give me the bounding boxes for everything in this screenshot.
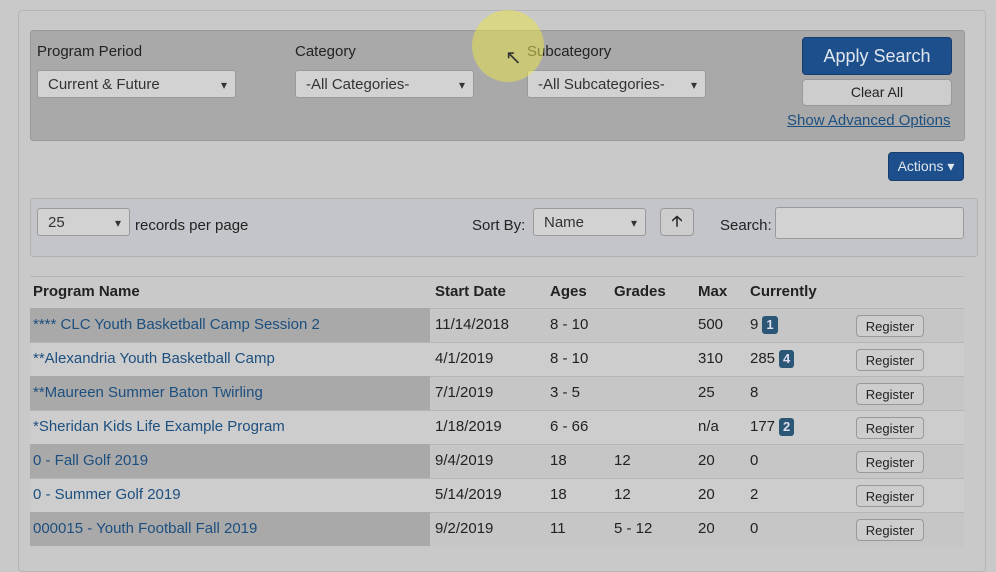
label: Subcategory — [527, 43, 612, 60]
register-button[interactable]: Register — [856, 451, 924, 473]
program-link[interactable]: **** CLC Youth Basketball Camp Session 2 — [33, 316, 320, 333]
label: Sort By: — [472, 217, 526, 234]
program-link[interactable]: **Maureen Summer Baton Twirling — [33, 384, 263, 401]
column-header: Ages — [550, 283, 587, 300]
cell: 177 2 — [750, 410, 795, 444]
cell: 500 — [698, 316, 724, 333]
register-button[interactable]: Register — [856, 519, 924, 541]
row-bg — [30, 478, 964, 513]
name-cell-bg — [30, 444, 430, 478]
cell: 285 4 — [750, 342, 795, 376]
cell: 4/1/2019 — [435, 350, 494, 367]
cell: 9/4/2019 — [435, 452, 494, 469]
program-link[interactable]: **Alexandria Youth Basketball Camp — [33, 350, 275, 367]
sort-direction-button[interactable]: 🡡 — [660, 208, 694, 236]
column-header: Currently — [750, 283, 817, 300]
badge: 4 — [779, 350, 795, 368]
clear-button[interactable]: Clear All — [802, 79, 952, 106]
register-button[interactable]: Register — [856, 349, 924, 371]
cell: 7/1/2019 — [435, 384, 494, 401]
cell: 25 — [698, 384, 715, 401]
cell: 20 — [698, 486, 715, 503]
label: Category — [295, 43, 356, 60]
program-link[interactable]: 000015 - Youth Football Fall 2019 — [33, 520, 258, 537]
cell: 1/18/2019 — [435, 418, 502, 435]
cell: 0 — [750, 452, 759, 469]
column-header: Max — [698, 283, 728, 300]
cell: 6 - 66 — [550, 418, 589, 435]
cell: 20 — [698, 520, 715, 537]
column-header: Start Date — [435, 283, 506, 300]
cell: 0 — [750, 520, 759, 537]
cell: 11/14/2018 — [435, 316, 509, 333]
apply-button[interactable]: Apply Search — [802, 37, 952, 75]
cell: 8 - 10 — [550, 316, 589, 333]
cell: 20 — [698, 452, 715, 469]
sort-select[interactable]: Name — [533, 208, 646, 237]
register-button[interactable]: Register — [856, 485, 924, 507]
cell: 12 — [614, 486, 631, 503]
page: Program Period Current & Future Category… — [0, 0, 996, 552]
name-cell-bg — [30, 308, 430, 342]
label: records per page — [135, 217, 249, 234]
name-cell-bg — [30, 376, 430, 410]
program-link[interactable]: *Sheridan Kids Life Example Program — [33, 418, 285, 435]
search-input[interactable] — [775, 207, 964, 239]
cell: n/a — [698, 418, 719, 435]
page-size-select[interactable]: 25 — [37, 208, 130, 237]
label: Search: — [720, 217, 772, 234]
select[interactable]: Current & Future — [37, 70, 236, 99]
row-bg — [30, 410, 964, 445]
badge: 1 — [762, 316, 778, 334]
cell: 11 — [550, 520, 566, 537]
cell: 3 - 5 — [550, 384, 581, 401]
cell: 8 - 10 — [550, 350, 589, 367]
select[interactable]: -All Categories- — [295, 70, 474, 99]
register-button[interactable]: Register — [856, 315, 924, 337]
program-link[interactable]: 0 - Fall Golf 2019 — [33, 452, 149, 469]
row-bg — [30, 342, 964, 377]
name-cell-bg — [30, 512, 430, 546]
cell: 310 — [698, 350, 724, 367]
badge: 2 — [779, 418, 795, 436]
cell: 9/2/2019 — [435, 520, 494, 537]
cell: 18 — [550, 452, 567, 469]
cell: 8 — [750, 384, 759, 401]
column-header: Program Name — [33, 283, 140, 300]
cell: 12 — [614, 452, 631, 469]
cell: 5 - 12 — [614, 520, 653, 537]
cell: 18 — [550, 486, 567, 503]
advanced-link[interactable]: Show Advanced Options — [787, 112, 951, 129]
cursor-highlight — [472, 10, 544, 82]
column-header: Grades — [614, 283, 666, 300]
select[interactable]: -All Subcategories- — [527, 70, 706, 99]
label: Program Period — [37, 43, 143, 60]
register-button[interactable]: Register — [856, 383, 924, 405]
actions-text: Actions — [897, 158, 944, 174]
register-button[interactable]: Register — [856, 417, 924, 439]
header-border — [30, 276, 964, 277]
cell: 2 — [750, 486, 759, 503]
cell: 5/14/2019 — [435, 486, 502, 503]
program-link[interactable]: 0 - Summer Golf 2019 — [33, 486, 181, 503]
actions-button[interactable]: Actions ▾ — [888, 152, 964, 181]
cursor: ↖ — [505, 47, 522, 69]
